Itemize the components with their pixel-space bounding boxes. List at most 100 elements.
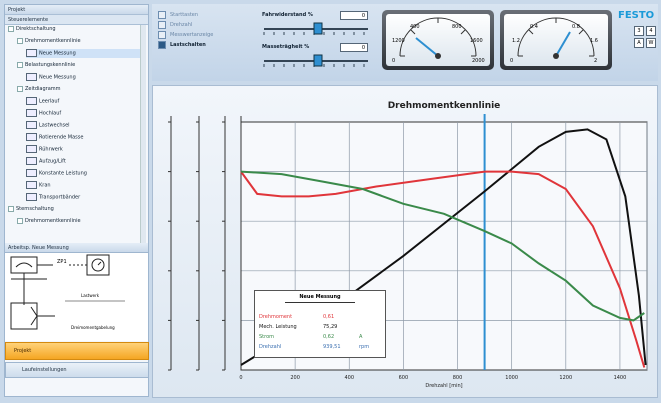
speed-needle [415,37,439,57]
tree-item[interactable]: Neue Messung [26,49,140,58]
legend-value: 0,62 [323,334,335,340]
diagram-block-label: ZP1 [57,259,67,265]
project-button[interactable]: Projekt [5,342,149,360]
tree-item-label: Rührwerk [39,146,63,153]
tree-item[interactable]: Rührwerk [26,145,140,154]
tree-item[interactable]: Kran [26,181,140,190]
series-line [240,170,645,322]
expander-icon[interactable] [17,37,23,44]
legend-value: 0,61 [323,314,335,320]
svg-text:0.8: 0.8 [572,24,580,30]
svg-text:0: 0 [510,58,513,64]
series-line [240,128,647,366]
project-panel: Projekt Steuerelemente Direktschaltung Dr… [4,4,149,397]
circuit-diagram: ZP1 Lastwerk Dreimomentgabelung [5,252,148,341]
diagram-load-label: Lastwerk [81,293,100,298]
tree-item[interactable]: Neue Messung [26,73,140,82]
tree-item[interactable]: Lastwechsel [26,121,140,130]
measurement-icon [26,193,37,201]
slider2-track[interactable] [262,54,372,68]
svg-text:1200: 1200 [392,38,405,44]
svg-text:2000: 2000 [472,58,485,64]
measurement-icon [26,157,37,165]
expander-icon[interactable] [17,217,23,224]
tree-item-label: Neue Messung [39,50,76,57]
expander-icon[interactable] [8,25,14,32]
expander-icon[interactable] [8,205,14,212]
mini-button-3[interactable]: 3 [634,26,644,36]
mini-button-4[interactable]: 4 [646,26,656,36]
tree-item[interactable]: Zeitdiagramm [17,85,140,94]
svg-text:1.2: 1.2 [512,38,520,44]
expander-icon[interactable] [17,61,23,68]
torque-needle [555,31,571,57]
legend-row: Strom 0,62 A [259,333,381,341]
tree-item-label: Zeitdiagramm [25,86,61,92]
tree-item[interactable]: Belastungskennlinie [17,61,140,70]
tree-item-label: Direktschaltung [16,26,56,32]
tree-item[interactable]: Leerlauf [26,97,140,106]
slider1-track[interactable] [262,22,372,36]
tree-item[interactable]: Direktschaltung [8,25,140,34]
check-start[interactable]: Starttasten [158,10,213,20]
measurement-icon [26,181,37,189]
slider1-value[interactable]: 0 [340,11,368,20]
legend-title: Neue Messung [299,294,341,300]
tree-item-label: Rotierende Masse [39,134,84,141]
diagram-mech-label: Dreimomentgabelung [71,325,115,330]
measurement-icon [26,73,37,81]
legend-value: 75,29 [323,324,338,330]
svg-text:800: 800 [452,24,462,30]
legend-label: Strom [259,334,275,340]
speed-gauge: 400 800 1200 1600 0 2000 [382,10,494,70]
tree-item[interactable]: Transportbänder [26,193,140,202]
tree-item[interactable]: Drehmomentkennlinie [17,37,140,46]
tree-item-label: Aufzug/Lift [39,158,66,165]
slider1-label: Fahrwiderstand % [262,12,313,18]
slider2-value[interactable]: 0 [340,43,368,52]
tree-item-label: Kran [39,182,51,189]
slider2-label: Masseträgheit % [262,44,310,50]
mini-button-a[interactable]: A [634,38,644,48]
mini-button-w[interactable]: W [646,38,656,48]
tree-item[interactable]: Aufzug/Lift [26,157,140,166]
x-axis-label: Drehzahl [min] [425,383,462,389]
measurement-legend: Neue Messung Drehmoment 0,61 Mech. Leistun… [254,290,386,358]
tree-scrollbar[interactable] [140,25,146,243]
tree-item-label: Belastungskennlinie [25,62,76,68]
measurement-icon [26,121,37,129]
tree-item-label: Sternschaltung [16,206,54,212]
tree-item[interactable]: Rotierende Masse [26,133,140,142]
check-speed[interactable]: Drehzahl [158,20,213,30]
slider1-thumb [313,22,323,35]
tree-item[interactable]: Hochlauf [26,109,140,118]
expander-icon[interactable] [17,85,23,92]
x-tick-label: 0 [239,375,242,381]
legend-row: Drehzahl 939,51 rpm [259,343,381,351]
torque-gauge: 0.4 0.8 1.2 1.6 0 2 [500,10,612,70]
tree-item[interactable]: Sternschaltung [8,205,140,214]
x-tick-label: 400 [344,375,354,381]
check-values[interactable]: Messwertanzeige [158,30,213,40]
svg-text:400: 400 [410,24,420,30]
legend-unit: rpm [359,344,370,350]
panel-subheader: Steuerelemente [5,15,148,25]
measurement-icon [26,145,37,153]
legend-label: Drehmoment [259,314,293,320]
panel-header: Projekt [5,5,148,15]
chart-area: Drehmomentkennlinie 0 200 400 600 800 1000 1200… [152,85,658,398]
tree-item[interactable]: Konstante Leistung [26,169,140,178]
legend-row: Drehmoment 0,61 [259,313,381,321]
series-line [240,170,646,368]
x-tick-label: 600 [399,375,409,381]
tree-item-label: Transportbänder [39,194,81,201]
tree-item[interactable]: Drehmomentkennlinie [17,217,140,226]
load-switch-button[interactable]: Lastschalten [158,40,213,50]
svg-text:0: 0 [392,58,395,64]
legend-row: Mech. Leistung 75,29 [259,323,381,331]
slider2-thumb [313,54,323,67]
settings-button[interactable]: Laufeinstellungen [5,362,149,378]
tree-item-label: Konstante Leistung [39,170,87,177]
project-tree: Direktschaltung Drehmomentkennlinie Neue M… [5,25,148,243]
tree-item-label: Hochlauf [39,110,62,117]
